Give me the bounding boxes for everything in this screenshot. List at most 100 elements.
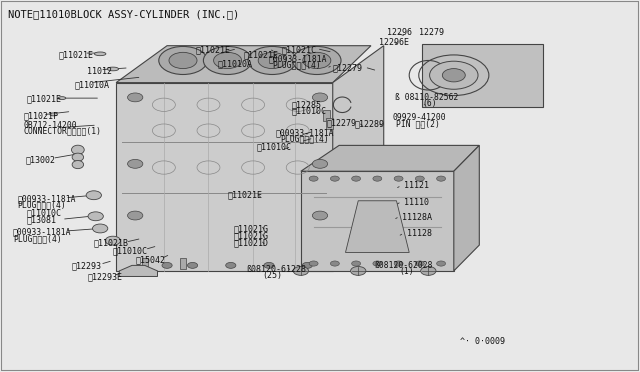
Circle shape (394, 261, 403, 266)
Ellipse shape (50, 113, 58, 116)
Text: ※00933-1181A: ※00933-1181A (269, 54, 328, 63)
Text: ※11021E: ※11021E (244, 51, 278, 60)
Text: ※12285: ※12285 (291, 100, 321, 109)
Text: 09929-41200: 09929-41200 (392, 113, 445, 122)
Text: ※11010A: ※11010A (75, 80, 109, 89)
Circle shape (351, 261, 360, 266)
Text: CONNECTORコネクタ(1): CONNECTORコネクタ(1) (24, 127, 102, 136)
Text: 0B712-14200: 0B712-14200 (24, 121, 77, 129)
Circle shape (429, 61, 478, 89)
Text: ※13081: ※13081 (27, 215, 57, 224)
Text: 11110: 11110 (404, 198, 429, 207)
Polygon shape (116, 83, 333, 271)
Text: ※00933-1181A: ※00933-1181A (17, 195, 76, 203)
Text: ※11021E: ※11021E (27, 95, 62, 104)
Polygon shape (301, 171, 454, 271)
Polygon shape (454, 145, 479, 271)
Circle shape (436, 176, 445, 181)
Circle shape (292, 46, 341, 74)
Text: ß 08110-82562: ß 08110-82562 (395, 93, 459, 102)
Polygon shape (119, 265, 157, 276)
Text: 12279: 12279 (419, 28, 444, 37)
Text: 11128A: 11128A (401, 213, 431, 222)
Text: NOTE、11010BLOCK ASSY-CYLINDER (INC.※): NOTE、11010BLOCK ASSY-CYLINDER (INC.※) (8, 9, 239, 19)
Bar (326, 118, 333, 129)
Circle shape (86, 191, 101, 200)
Text: ※11021C: ※11021C (282, 45, 317, 54)
Text: (25): (25) (262, 271, 283, 280)
Text: ※00933-1181A: ※00933-1181A (275, 128, 334, 137)
Text: ※11010C: ※11010C (113, 246, 148, 255)
Circle shape (373, 176, 382, 181)
Circle shape (309, 176, 318, 181)
Circle shape (312, 211, 328, 220)
Circle shape (312, 160, 328, 168)
Text: ß08120-61228: ß08120-61228 (246, 264, 307, 273)
Text: ※11021G: ※11021G (234, 231, 269, 240)
Text: 12296: 12296 (387, 28, 412, 37)
Circle shape (214, 52, 242, 68)
Text: PLUGプラグ(4): PLUGプラグ(4) (17, 201, 66, 210)
Polygon shape (346, 201, 409, 253)
Circle shape (436, 261, 445, 266)
Text: 11121: 11121 (404, 182, 429, 190)
Text: PIN ピン(2): PIN ピン(2) (396, 119, 440, 128)
Ellipse shape (72, 153, 84, 161)
Text: PLUGプラグ(4): PLUGプラグ(4) (280, 134, 328, 143)
Circle shape (188, 262, 198, 268)
Circle shape (162, 262, 172, 268)
Text: ※11010C: ※11010C (256, 143, 291, 152)
Circle shape (302, 262, 312, 268)
Polygon shape (422, 44, 543, 107)
Text: ^· 0·0009: ^· 0·0009 (460, 337, 505, 346)
Circle shape (127, 211, 143, 220)
Text: ※11010C: ※11010C (27, 208, 62, 217)
Ellipse shape (58, 97, 66, 100)
Ellipse shape (72, 145, 84, 154)
Text: ※11021F: ※11021F (24, 111, 59, 121)
Circle shape (127, 160, 143, 168)
Text: (1): (1) (399, 267, 414, 276)
Circle shape (330, 261, 339, 266)
Text: 11012: 11012 (88, 67, 113, 76)
Circle shape (248, 46, 296, 74)
Text: ※13002: ※13002 (26, 155, 56, 165)
Circle shape (373, 261, 382, 266)
Circle shape (330, 176, 339, 181)
Circle shape (127, 93, 143, 102)
Text: PLUGプラグ(4): PLUGプラグ(4) (13, 234, 61, 243)
Text: ※11010C: ※11010C (291, 106, 326, 116)
Circle shape (394, 176, 403, 181)
Circle shape (226, 262, 236, 268)
Bar (141, 258, 148, 269)
Circle shape (312, 93, 328, 102)
Text: (6): (6) (422, 99, 436, 108)
Text: ※12289: ※12289 (355, 119, 385, 128)
Text: ※11021E: ※11021E (59, 51, 93, 60)
Text: ※00933-1181A: ※00933-1181A (13, 228, 71, 237)
Text: ※11021D: ※11021D (234, 239, 269, 248)
Circle shape (415, 176, 424, 181)
Text: 12296E: 12296E (380, 38, 409, 46)
Circle shape (442, 68, 465, 82)
Text: ※11021E: ※11021E (228, 191, 262, 200)
Text: PLUGプラグ(4): PLUGプラグ(4) (272, 60, 321, 70)
Circle shape (303, 52, 331, 68)
Circle shape (415, 261, 424, 266)
Polygon shape (333, 46, 384, 271)
Circle shape (93, 224, 108, 233)
Circle shape (351, 176, 360, 181)
Text: ※12279: ※12279 (326, 119, 356, 128)
Text: ※15042: ※15042 (135, 255, 165, 264)
Circle shape (88, 212, 103, 221)
Ellipse shape (95, 52, 106, 56)
Text: ※12293: ※12293 (72, 261, 102, 270)
Text: ※11010A: ※11010A (218, 60, 253, 69)
Circle shape (351, 266, 366, 275)
Ellipse shape (107, 67, 118, 71)
Circle shape (264, 262, 274, 268)
Ellipse shape (72, 161, 84, 169)
Circle shape (420, 266, 436, 275)
Text: ß08120-62028: ß08120-62028 (374, 261, 433, 270)
Circle shape (159, 46, 207, 74)
